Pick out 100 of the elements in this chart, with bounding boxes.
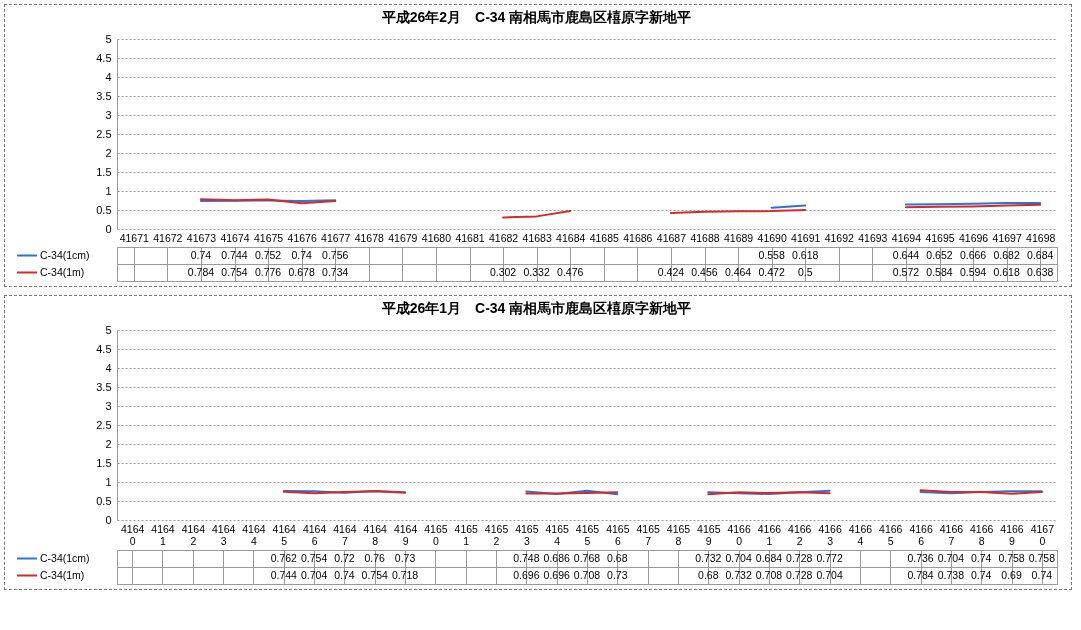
data-label: 0.754 xyxy=(300,551,328,564)
legend-label: C-34(1cm) xyxy=(40,551,90,564)
data-label: 0.704 xyxy=(937,551,965,564)
x-tick-label: 41645 xyxy=(272,522,297,547)
x-tick-label: 41689 xyxy=(723,231,754,244)
data-label: 0.68 xyxy=(698,568,719,581)
data-label: 0.572 xyxy=(892,265,920,278)
x-tick-label: 41654 xyxy=(545,522,570,547)
x-tick-label: 41658 xyxy=(666,522,691,547)
x-tick-label: 41692 xyxy=(824,231,855,244)
data-label: 0.472 xyxy=(758,265,785,278)
y-tick-label: 0 xyxy=(105,222,112,235)
data-label: 0.69 xyxy=(1001,568,1022,581)
data-label: 0.708 xyxy=(755,568,783,581)
data-label: 0.594 xyxy=(959,265,987,278)
y-tick-label: 5 xyxy=(105,32,112,45)
data-label: 0.332 xyxy=(523,265,550,278)
x-tick-label: 41644 xyxy=(242,522,266,547)
data-label: 0.734 xyxy=(322,265,349,278)
data-label: 0.74 xyxy=(334,568,355,581)
y-tick-label: 3.5 xyxy=(96,89,112,102)
x-tick-label: 41642 xyxy=(181,522,206,547)
data-label: 0.638 xyxy=(1027,265,1054,278)
y-tick-label: 0 xyxy=(105,513,112,526)
y-tick-label: 1 xyxy=(105,475,112,488)
data-label: 0.748 xyxy=(513,551,540,564)
y-tick-label: 4 xyxy=(105,361,112,374)
x-tick-label: 41657 xyxy=(636,522,660,547)
data-label: 0.738 xyxy=(937,568,965,581)
data-label: 0.718 xyxy=(391,568,419,581)
data-label: 0.302 xyxy=(489,265,517,278)
x-tick-label: 41680 xyxy=(421,231,452,244)
data-label: 0.754 xyxy=(361,568,389,581)
x-tick-label: 41652 xyxy=(484,522,509,547)
data-label: 0.776 xyxy=(254,265,282,278)
x-tick-label: 41673 xyxy=(186,231,217,244)
x-tick-label: 41648 xyxy=(363,522,388,547)
data-label: 0.584 xyxy=(926,265,953,278)
data-label: 0.744 xyxy=(221,248,248,261)
data-label: 0.618 xyxy=(993,265,1020,278)
y-tick-label: 4 xyxy=(105,70,112,83)
data-label: 0.732 xyxy=(695,551,722,564)
x-tick-label: 41660 xyxy=(727,522,751,547)
x-tick-label: 41671 xyxy=(119,231,150,244)
y-tick-label: 3.5 xyxy=(96,380,112,393)
x-tick-label: 41675 xyxy=(253,231,284,244)
data-label: 0.424 xyxy=(657,265,685,278)
data-label: 0.74 xyxy=(1031,568,1053,581)
x-tick-label: 41684 xyxy=(556,231,586,244)
data-label: 0.684 xyxy=(755,551,783,564)
y-tick-label: 2.5 xyxy=(96,418,112,431)
x-tick-label: 41670 xyxy=(1030,522,1055,547)
legend-label: C-34(1m) xyxy=(40,568,85,581)
x-tick-label: 41641 xyxy=(151,522,175,547)
x-tick-label: 41693 xyxy=(858,231,888,244)
x-tick-label: 41662 xyxy=(788,522,812,547)
x-tick-label: 41649 xyxy=(393,522,418,547)
x-tick-label: 41655 xyxy=(575,522,600,547)
x-tick-label: 41677 xyxy=(321,231,351,244)
x-tick-label: 41698 xyxy=(1026,231,1056,244)
data-label: 0.752 xyxy=(254,248,282,261)
data-label: 0.772 xyxy=(816,551,843,564)
data-label: 0.618 xyxy=(792,248,819,261)
data-label: 0.708 xyxy=(573,568,601,581)
x-tick-label: 41681 xyxy=(455,231,485,244)
data-label: 0.74 xyxy=(970,568,992,581)
legend-label: C-34(1cm) xyxy=(40,248,90,261)
x-tick-label: 41678 xyxy=(354,231,385,244)
x-tick-label: 41665 xyxy=(879,522,903,547)
y-tick-label: 1.5 xyxy=(96,165,112,178)
y-tick-label: 0.5 xyxy=(96,203,112,216)
data-label: 0.74 xyxy=(190,248,212,261)
data-label: 0.644 xyxy=(892,248,920,261)
x-tick-label: 41694 xyxy=(891,231,922,244)
x-tick-label: 41682 xyxy=(488,231,519,244)
data-label: 0.68 xyxy=(607,551,628,564)
x-tick-label: 41650 xyxy=(424,522,448,547)
data-label: 0.5 xyxy=(797,265,813,278)
chart-title: 平成26年1月 C-34 南相馬市鹿島区橲原字新地平 xyxy=(380,300,692,316)
data-label: 0.758 xyxy=(1028,551,1056,564)
data-label: 0.686 xyxy=(543,551,570,564)
y-tick-label: 1.5 xyxy=(96,456,112,469)
x-tick-label: 41696 xyxy=(958,231,989,244)
x-tick-label: 41663 xyxy=(818,522,842,547)
data-label: 0.762 xyxy=(270,551,298,564)
x-tick-label: 41669 xyxy=(1000,522,1024,547)
x-tick-label: 41647 xyxy=(333,522,357,547)
data-label: 0.72 xyxy=(334,551,355,564)
data-label: 0.704 xyxy=(300,568,328,581)
x-tick-label: 41667 xyxy=(939,522,964,547)
y-tick-label: 2 xyxy=(105,437,112,450)
x-tick-label: 41640 xyxy=(120,522,145,547)
data-label: 0.696 xyxy=(543,568,570,581)
data-label: 0.758 xyxy=(998,551,1025,564)
x-tick-label: 41659 xyxy=(697,522,721,547)
data-label: 0.756 xyxy=(322,248,349,261)
data-label: 0.704 xyxy=(725,551,752,564)
x-tick-label: 41646 xyxy=(302,522,327,547)
y-tick-label: 2 xyxy=(105,146,112,159)
y-tick-label: 0.5 xyxy=(96,494,112,507)
